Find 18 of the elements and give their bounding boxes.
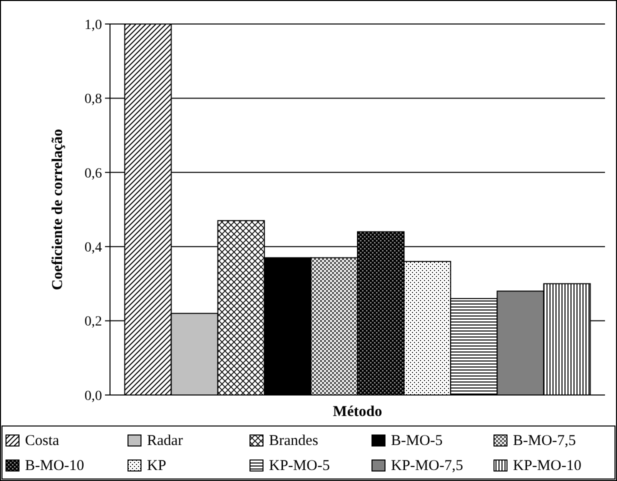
legend-label: B-MO-7,5 bbox=[513, 433, 576, 449]
legend-label: KP-MO-7,5 bbox=[391, 458, 464, 474]
legend-label: Brandes bbox=[269, 433, 318, 449]
x-axis-title: Método bbox=[332, 404, 382, 420]
y-tick-label: 0,0 bbox=[84, 388, 102, 404]
legend-label: Radar bbox=[147, 433, 183, 449]
y-axis-title: Coeficiente de correlação bbox=[50, 128, 66, 290]
legend-label: KP bbox=[147, 458, 166, 474]
y-tick-label: 1,0 bbox=[84, 18, 102, 33]
legend-label: Costa bbox=[25, 433, 60, 449]
legend-label: B-MO-5 bbox=[391, 433, 443, 449]
y-tick-label: 0,4 bbox=[84, 240, 102, 256]
y-tick-label: 0,6 bbox=[84, 166, 102, 182]
legend-label: KP-MO-5 bbox=[269, 458, 330, 474]
legend-label: KP-MO-10 bbox=[513, 458, 582, 474]
y-tick-label: 0,2 bbox=[84, 314, 102, 330]
legend-label: B-MO-10 bbox=[25, 458, 84, 474]
y-tick-label: 0,8 bbox=[84, 92, 102, 108]
